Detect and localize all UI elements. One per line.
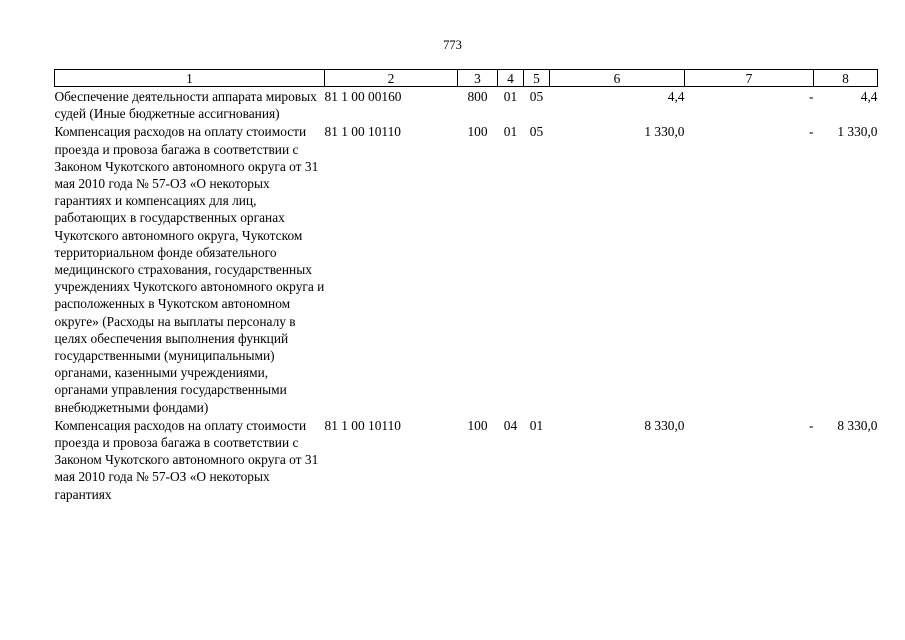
table-row: Компенсация расходов на оплату стоимости… — [55, 416, 878, 503]
table-header-row: 1 2 3 4 5 6 7 8 — [54, 69, 878, 87]
column-header-5: 5 — [523, 69, 550, 87]
row-col7-value: - — [809, 124, 814, 140]
column-header-3: 3 — [457, 69, 498, 87]
row-subsection: 05 — [529, 89, 544, 104]
page-number: 773 — [443, 38, 462, 52]
row-target-code: 81 1 00 00160 — [324, 89, 402, 104]
row-target-code: 81 1 00 10110 — [324, 417, 402, 433]
row-col6-value: 8 330,0 — [644, 417, 685, 433]
row-name: Компенсация расходов на оплату стоимости… — [54, 417, 319, 502]
row-section: 01 — [503, 124, 518, 140]
row-section: 04 — [503, 417, 518, 433]
budget-table: 1 2 3 4 5 6 7 8 Обеспечение деятельности… — [54, 69, 878, 503]
row-name: Компенсация расходов на оплату стоимости… — [54, 124, 325, 415]
table-row: Компенсация расходов на оплату стоимости… — [55, 122, 878, 415]
row-col8-value: 4,4 — [860, 89, 878, 104]
row-expense-type: 100 — [467, 417, 488, 433]
column-header-1: 1 — [54, 69, 325, 87]
row-subsection: 01 — [529, 417, 544, 433]
row-section: 01 — [503, 89, 518, 104]
row-expense-type: 100 — [467, 124, 488, 140]
row-subsection: 05 — [529, 124, 544, 140]
column-header-7: 7 — [684, 69, 814, 87]
row-target-code: 81 1 00 10110 — [324, 124, 402, 140]
table-row: Обеспечение деятельности аппарата мировы… — [55, 87, 878, 123]
row-col7-value: - — [809, 89, 814, 104]
row-col6-value: 4,4 — [667, 89, 685, 104]
column-header-2: 2 — [324, 69, 458, 87]
row-expense-type: 800 — [467, 89, 488, 104]
row-col8-value: 8 330,0 — [837, 417, 878, 433]
row-name: Обеспечение деятельности аппарата мировы… — [54, 89, 317, 122]
row-col8-value: 1 330,0 — [837, 124, 878, 140]
column-header-4: 4 — [497, 69, 524, 87]
row-col7-value: - — [809, 417, 814, 433]
column-header-8: 8 — [813, 69, 878, 87]
column-header-6: 6 — [549, 69, 685, 87]
row-col6-value: 1 330,0 — [644, 124, 685, 140]
